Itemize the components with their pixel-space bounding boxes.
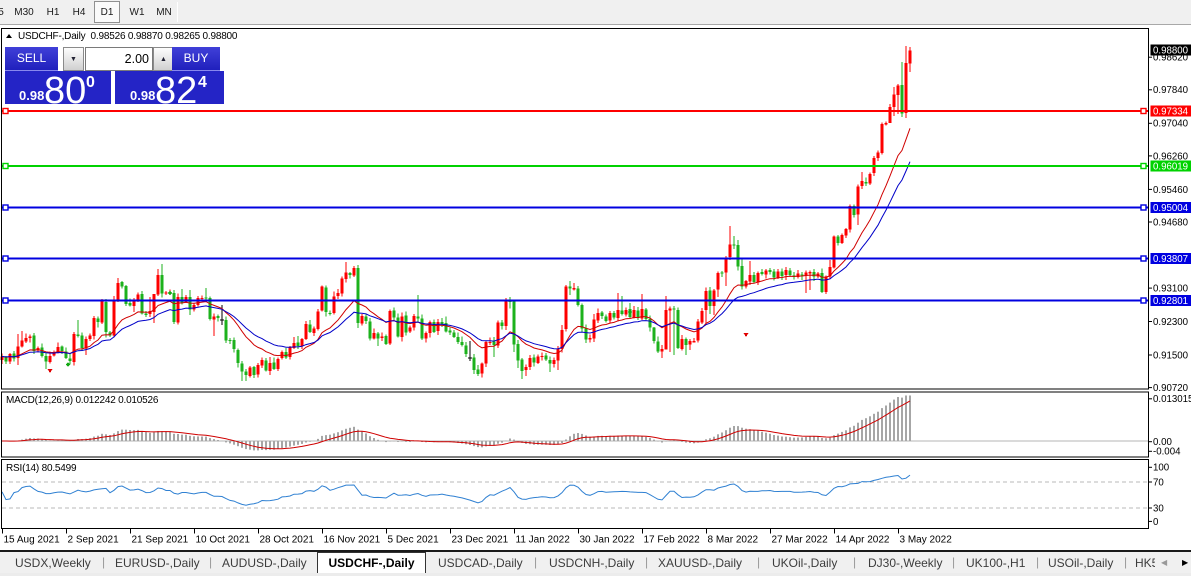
- svg-text:0.91500: 0.91500: [1153, 350, 1189, 361]
- svg-text:0.92300: 0.92300: [1153, 317, 1189, 328]
- svg-text:16 Nov 2021: 16 Nov 2021: [324, 535, 381, 546]
- svg-text:10 Oct 2021: 10 Oct 2021: [196, 535, 251, 546]
- svg-text:0.95004: 0.95004: [1153, 203, 1189, 214]
- svg-text:0.96019: 0.96019: [1153, 161, 1188, 172]
- svg-text:0.95460: 0.95460: [1153, 185, 1189, 196]
- svg-text:70: 70: [1153, 477, 1164, 488]
- svg-text:0.97334: 0.97334: [1153, 106, 1189, 117]
- svg-text:23 Dec 2021: 23 Dec 2021: [452, 535, 509, 546]
- svg-text:27 Mar 2022: 27 Mar 2022: [772, 535, 829, 546]
- svg-text:0.00: 0.00: [1153, 437, 1172, 448]
- svg-text:0.93807: 0.93807: [1153, 254, 1188, 265]
- svg-text:11 Jan 2022: 11 Jan 2022: [516, 535, 571, 546]
- svg-text:30 Jan 2022: 30 Jan 2022: [580, 535, 635, 546]
- svg-text:0.96260: 0.96260: [1153, 151, 1189, 162]
- svg-text:5 Dec 2021: 5 Dec 2021: [388, 535, 440, 546]
- svg-text:8 Mar 2022: 8 Mar 2022: [708, 535, 759, 546]
- svg-text:0.92801: 0.92801: [1153, 296, 1188, 307]
- svg-text:0.94680: 0.94680: [1153, 217, 1189, 228]
- svg-text:0.93100: 0.93100: [1153, 284, 1189, 295]
- svg-text:28 Oct 2021: 28 Oct 2021: [260, 535, 315, 546]
- svg-text:14 Apr 2022: 14 Apr 2022: [836, 535, 890, 546]
- svg-text:21 Sep 2021: 21 Sep 2021: [132, 535, 189, 546]
- svg-text:-0.004: -0.004: [1153, 447, 1181, 458]
- svg-text:15 Aug 2021: 15 Aug 2021: [4, 535, 61, 546]
- svg-text:3 May 2022: 3 May 2022: [900, 535, 953, 546]
- svg-text:0.013015: 0.013015: [1153, 394, 1191, 405]
- svg-text:0: 0: [1153, 517, 1159, 528]
- svg-text:100: 100: [1153, 463, 1170, 474]
- svg-text:30: 30: [1153, 503, 1164, 514]
- svg-text:17 Feb 2022: 17 Feb 2022: [644, 535, 701, 546]
- svg-text:0.98620: 0.98620: [1153, 53, 1189, 64]
- svg-text:0.97040: 0.97040: [1153, 119, 1189, 130]
- svg-text:0.90720: 0.90720: [1153, 383, 1189, 394]
- svg-text:2 Sep 2021: 2 Sep 2021: [68, 535, 120, 546]
- svg-text:0.98800: 0.98800: [1153, 45, 1189, 56]
- svg-text:0.97840: 0.97840: [1153, 85, 1189, 96]
